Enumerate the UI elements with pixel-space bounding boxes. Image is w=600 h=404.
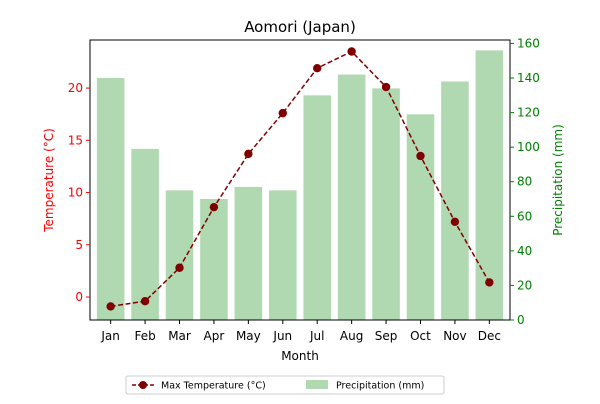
left-axis-label: Temperature (°C) (42, 128, 56, 233)
precip-bar (303, 95, 331, 320)
precip-bar (406, 114, 435, 320)
precip-bar (96, 78, 125, 320)
precip-bar (441, 81, 469, 321)
right-axis-label: Precipitation (mm) (551, 124, 565, 236)
temperature-point (381, 82, 391, 92)
right-tick-label: 60 (517, 209, 532, 223)
bars-layer (96, 50, 504, 321)
x-tick-label: Sep (375, 329, 398, 343)
precip-bar (131, 148, 159, 320)
plot-frame (89, 39, 511, 321)
legend-line-dot (139, 381, 147, 389)
x-tick-label: Dec (478, 329, 501, 343)
left-tick-label: 20 (68, 81, 83, 95)
legend-bar-swatch (306, 380, 328, 389)
temperature-point (140, 296, 150, 306)
x-axis-label: Month (281, 349, 319, 363)
temperature-point (416, 151, 425, 161)
left-tick-label: 10 (68, 186, 83, 200)
precip-bar (337, 74, 366, 320)
legend: Max Temperature (°C) Precipitation (mm) (125, 375, 445, 395)
x-tick-label: Feb (134, 329, 155, 343)
legend-box (125, 375, 445, 395)
right-tick-label: 140 (517, 71, 540, 85)
x-tick-label: Jun (272, 329, 292, 343)
chart-title: Aomori (Japan) (244, 18, 356, 36)
x-tick-label: Mar (168, 329, 191, 343)
precip-bar (200, 199, 228, 320)
temperature-point (347, 47, 356, 56)
temperature-point (278, 108, 287, 118)
precip-bar (234, 186, 263, 320)
precip-bar (165, 190, 194, 320)
temperature-point (244, 149, 253, 159)
right-tick-label: 160 (517, 36, 540, 50)
line-layer (106, 47, 494, 311)
temperature-point (209, 202, 219, 212)
right-tick-label: 80 (517, 175, 532, 189)
precip-bar (269, 190, 297, 320)
x-tick-label: Apr (204, 329, 225, 343)
x-tick-label: Jul (309, 329, 324, 343)
temperature-line (110, 50, 490, 308)
right-tick-label: 20 (517, 278, 532, 292)
right-tick-label: 100 (517, 140, 540, 154)
temperature-point (313, 64, 322, 73)
temperature-point (106, 302, 115, 311)
temperature-point (485, 278, 494, 287)
left-tick-label: 15 (68, 133, 83, 147)
legend-label-precipitation: Precipitation (mm) (336, 381, 424, 392)
precip-bar (372, 88, 400, 320)
right-tick-label: 0 (517, 313, 525, 327)
legend-label-temperature: Max Temperature (°C) (161, 381, 266, 392)
x-tick-label: Oct (410, 329, 431, 343)
left-tick-label: 0 (75, 290, 83, 304)
left-tick-label: 5 (75, 238, 83, 252)
temperature-point (450, 217, 460, 226)
axes-layer: 0 5 10 15 20 0 20 40 60 80 100 120 140 160 Jan Feb Mar Ap… (68, 36, 540, 343)
temperature-point (175, 263, 184, 272)
right-tick-label: 40 (517, 244, 532, 258)
x-tick-label: Aug (340, 329, 363, 343)
precip-bar (475, 50, 504, 321)
right-tick-label: 120 (517, 106, 540, 120)
x-tick-label: Jan (100, 329, 120, 343)
x-tick-label: Nov (443, 329, 466, 343)
x-tick-label: May (236, 329, 261, 343)
